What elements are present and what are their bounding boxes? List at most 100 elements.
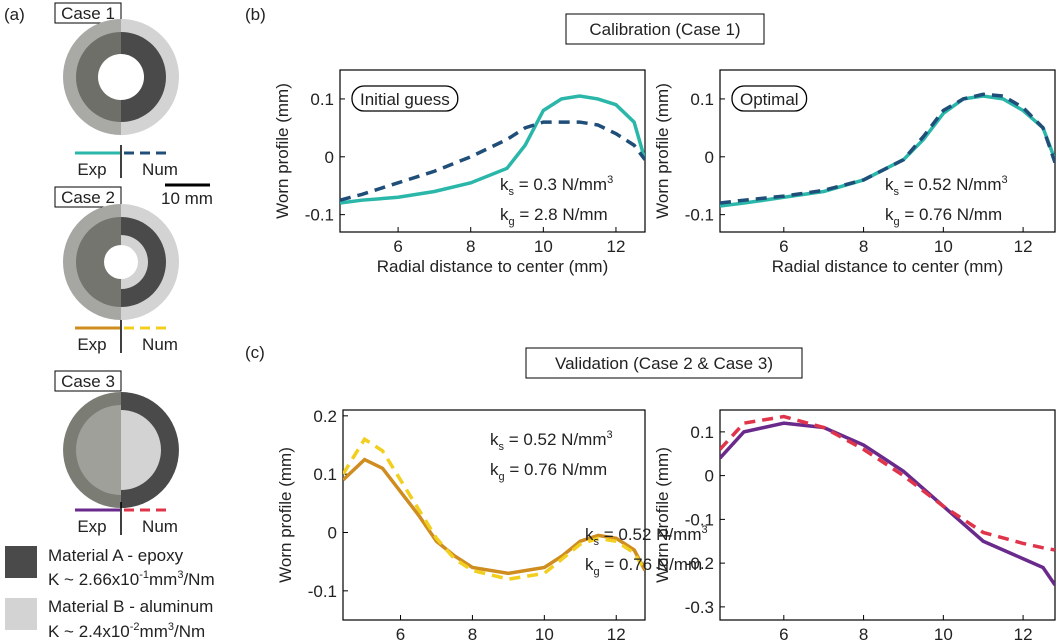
annotation: kg = 0.76 N/mm [490, 460, 607, 483]
plot-frame [719, 409, 1056, 621]
num-label: Num [142, 517, 178, 536]
ann-sub: s [509, 186, 515, 198]
x-tick-label: 10 [535, 625, 554, 644]
y-tick-label: 0.1 [690, 423, 714, 442]
k-unit: mm [149, 570, 177, 589]
k-base: K ~ 2.4x10 [48, 622, 130, 641]
ann-k: k [500, 175, 509, 194]
ann-k: k [585, 525, 594, 544]
y-tick-label: 0 [705, 467, 714, 486]
badge-label: Initial guess [360, 90, 450, 109]
panel-label: (c) [245, 343, 265, 362]
x-tick-label: 10 [934, 237, 953, 256]
series-line [343, 457, 645, 576]
ann-sub: g [499, 471, 505, 483]
ann-rest: = 2.8 N/mm [515, 205, 608, 224]
exp-label: Exp [77, 517, 106, 536]
chart: 6 8 10 12 -0.1 0 0.1 Radial distance to center … [273, 69, 646, 276]
x-tick-label: 12 [606, 237, 625, 256]
ann-rest: = 0.52 N/mm [599, 525, 702, 544]
ann-sub: g [509, 216, 515, 228]
annotation: kg = 2.8 N/mm [500, 205, 608, 228]
chart: 6 8 10 12 -0.1 0 0.1 Radial distance to center … [653, 69, 1056, 276]
x-tick-label: 8 [859, 625, 868, 644]
x-tick-label: 8 [466, 237, 475, 256]
ann-sup: 3 [1002, 174, 1008, 186]
exp-label: Exp [77, 160, 106, 179]
ann-rest: = 0.76 N/mm [900, 205, 1003, 224]
ann-sub: s [594, 536, 600, 548]
k-base: K ~ 2.66x10 [48, 570, 139, 589]
ann-sub: g [894, 216, 900, 228]
case-box [54, 186, 122, 208]
ann-sup: 3 [607, 429, 613, 441]
section-title: Calibration (Case 1) [589, 20, 740, 39]
case-box [54, 370, 122, 392]
plot-frame [339, 69, 646, 233]
k-unit-exp: 3 [168, 621, 174, 633]
ann-rest: = 0.52 N/mm [899, 175, 1002, 194]
panel-label: (b) [245, 5, 266, 24]
plot-frame [342, 409, 646, 621]
x-axis-label: Radial distance to center (mm) [377, 257, 608, 276]
annotation: ks = 0.3 N/mm3 [500, 174, 613, 198]
x-tick-label: 6 [779, 237, 788, 256]
x-tick-label: 12 [1014, 237, 1033, 256]
series-line [720, 414, 1055, 552]
k-exp: -2 [130, 621, 140, 633]
k-tail: /Nm [174, 622, 205, 641]
material-k: K ~ 2.66x10-1mm3/Nm [48, 569, 215, 589]
y-axis-label: Worn profile (mm) [653, 447, 672, 583]
section-box [525, 347, 803, 379]
y-tick-label: -0.1 [308, 582, 337, 601]
x-tick-label: 8 [468, 625, 477, 644]
annotation: ks = 0.52 N/mm3 [585, 524, 708, 548]
k-exp: -1 [139, 569, 149, 581]
panel-a: (a) Case 1 Case 2 Case 3 Exp Num 10 mm E… [4, 2, 215, 641]
section-title: Validation (Case 2 & Case 3) [555, 354, 773, 373]
series-line [340, 94, 645, 205]
material-swatch [5, 598, 37, 630]
y-tick-label: 0 [328, 524, 337, 543]
annotation: kg = 0.76 N/mm [585, 555, 702, 578]
x-tick-label: 6 [396, 625, 405, 644]
y-tick-label: -0.3 [685, 598, 714, 617]
y-tick-label: 0 [325, 148, 334, 167]
k-unit-exp: 3 [177, 569, 183, 581]
y-tick-label: 0.2 [313, 407, 337, 426]
plot-frame [719, 69, 1056, 233]
material-k: K ~ 2.4x10-2mm3/Nm [48, 621, 205, 641]
y-tick-label: 0.1 [313, 465, 337, 484]
panel-label: (a) [4, 5, 25, 24]
num-label: Num [142, 160, 178, 179]
ann-sub: s [894, 186, 900, 198]
ann-k: k [885, 205, 894, 224]
x-tick-label: 10 [934, 625, 953, 644]
case-label: Case 1 [61, 4, 115, 23]
x-tick-label: 12 [1014, 625, 1033, 644]
disc [63, 19, 179, 135]
ann-k: k [490, 430, 499, 449]
y-tick-label: -0.1 [685, 206, 714, 225]
exp-label: Exp [77, 335, 106, 354]
ann-sub: s [499, 441, 505, 453]
annotation: kg = 0.76 N/mm [885, 205, 1002, 228]
y-axis-label: Worn profile (mm) [273, 83, 292, 219]
y-tick-label: -0.1 [305, 206, 334, 225]
ann-rest: = 0.76 N/mm [505, 460, 608, 479]
y-tick-label: -0.1 [685, 510, 714, 529]
ann-rest: = 0.52 N/mm [504, 430, 607, 449]
ann-k: k [490, 460, 499, 479]
x-tick-label: 10 [534, 237, 553, 256]
ann-sub: g [594, 566, 600, 578]
x-axis-label: Radial distance to center (mm) [772, 257, 1003, 276]
annotation: ks = 0.52 N/mm3 [490, 429, 613, 453]
ann-k: k [885, 175, 894, 194]
y-tick-label: 0.1 [310, 90, 334, 109]
x-tick-label: 6 [393, 237, 402, 256]
material-name: Material A - epoxy [48, 546, 184, 565]
case-label: Case 2 [61, 188, 115, 207]
y-tick-label: 0 [705, 148, 714, 167]
